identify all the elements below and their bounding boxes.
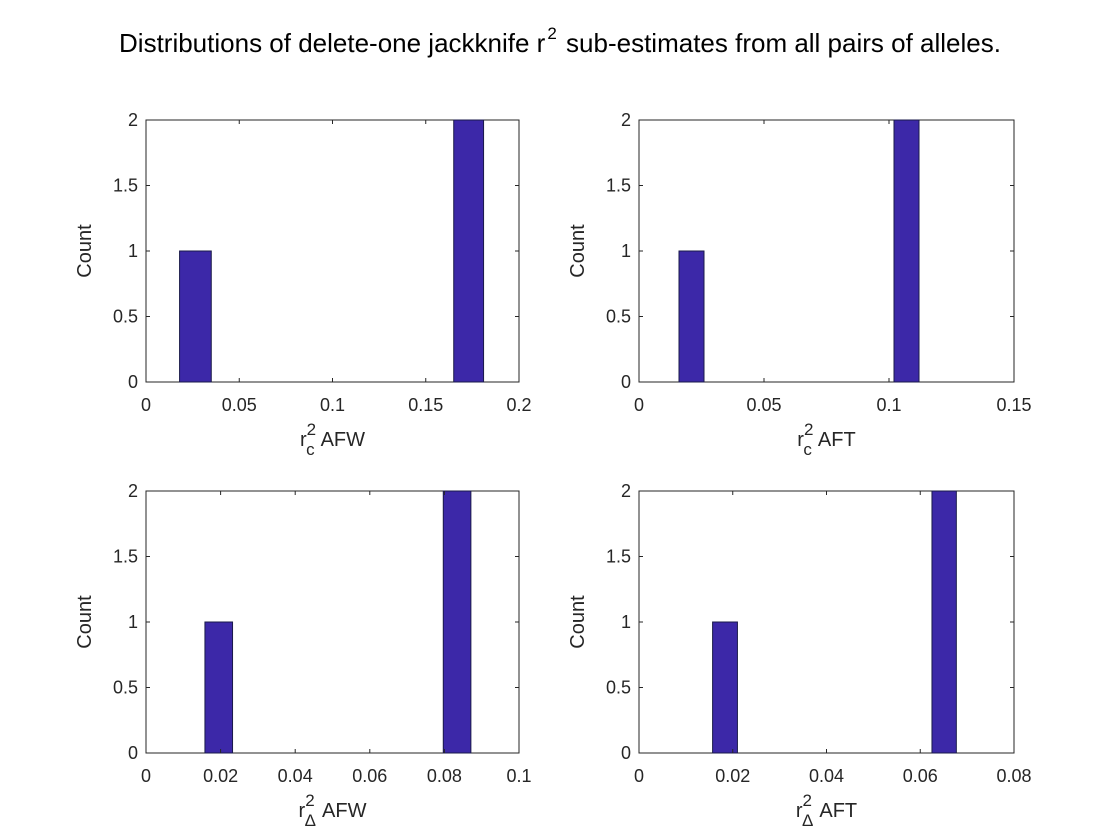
x-axis-label-superscript: 2 xyxy=(803,791,812,810)
x-axis-label: r2 Δ AFT xyxy=(796,791,857,830)
y-tick-label: 1.5 xyxy=(606,176,631,196)
x-axis-label-base: r xyxy=(796,800,803,822)
x-tick-label: 0.1 xyxy=(320,395,345,415)
figure-title-rest: sub-estimates from all pairs of alleles. xyxy=(558,28,1001,58)
histogram-bar xyxy=(712,621,738,754)
y-tick-label: 2 xyxy=(621,110,631,130)
x-tick-label: 0.04 xyxy=(809,766,844,786)
histogram-bar xyxy=(204,621,234,754)
y-tick-label: 2 xyxy=(128,110,138,130)
y-tick-label: 0 xyxy=(621,372,631,392)
x-tick-label: 0 xyxy=(634,766,644,786)
x-tick-label: 0.02 xyxy=(715,766,750,786)
axes-box xyxy=(638,490,1015,754)
y-tick-label: 2 xyxy=(128,481,138,501)
x-tick-label: 0.1 xyxy=(506,766,531,786)
y-axis-label: Count xyxy=(74,595,96,649)
histogram-bar xyxy=(678,250,705,383)
x-axis-label-subscript: Δ xyxy=(802,811,813,830)
x-tick-label: 0.15 xyxy=(408,395,443,415)
histogram-bar xyxy=(893,119,920,383)
figure-title-superscript: 2 xyxy=(547,24,557,43)
x-axis-label-subscript: Δ xyxy=(305,811,316,830)
figure-title-main: Distributions of delete-one jackknife r xyxy=(119,28,546,58)
x-tick-label: 0.1 xyxy=(876,395,901,415)
y-tick-label: 0 xyxy=(621,743,631,763)
x-axis-label-superscript: 2 xyxy=(305,791,314,810)
y-axis-label: Count xyxy=(74,224,96,278)
y-tick-label: 1.5 xyxy=(113,176,138,196)
x-axis-label-base: r xyxy=(300,429,307,451)
x-tick-label: 0.15 xyxy=(996,395,1031,415)
x-axis-label-subscript: c xyxy=(803,440,812,459)
x-axis-label: r2 c AFT xyxy=(797,420,855,459)
y-tick-label: 0 xyxy=(128,372,138,392)
y-tick-label: 2 xyxy=(621,481,631,501)
x-axis-label-text: AFT xyxy=(818,429,856,451)
y-tick-label: 1.5 xyxy=(606,547,631,567)
x-axis-label-text: AFW xyxy=(322,800,367,822)
x-axis-label: r2 c AFW xyxy=(300,420,365,459)
x-tick-label: 0 xyxy=(141,395,151,415)
x-tick-label: 0.08 xyxy=(996,766,1031,786)
x-axis-label-superscript: 2 xyxy=(307,420,316,439)
y-axis-label: Count xyxy=(567,595,589,649)
histogram-bar xyxy=(179,250,212,383)
y-tick-label: 1 xyxy=(128,241,138,261)
y-tick-label: 1 xyxy=(621,612,631,632)
y-tick-label: 0.5 xyxy=(113,307,138,327)
x-axis-label-text: AFW xyxy=(321,429,366,451)
x-axis-label: r2 Δ AFW xyxy=(299,791,367,830)
y-tick-label: 0.5 xyxy=(113,678,138,698)
x-tick-label: 0.05 xyxy=(222,395,257,415)
x-axis-label-superscript: 2 xyxy=(804,420,813,439)
x-tick-label: 0.06 xyxy=(903,766,938,786)
x-tick-label: 0.02 xyxy=(203,766,238,786)
x-tick-label: 0 xyxy=(634,395,644,415)
x-tick-label: 0.05 xyxy=(746,395,781,415)
y-tick-label: 0.5 xyxy=(606,678,631,698)
x-tick-label: 0.08 xyxy=(427,766,462,786)
x-axis-label-subscript: c xyxy=(306,440,315,459)
y-tick-label: 0 xyxy=(128,743,138,763)
x-tick-label: 0.04 xyxy=(278,766,313,786)
histogram-bar xyxy=(453,119,485,383)
x-tick-label: 0.06 xyxy=(352,766,387,786)
y-tick-label: 1 xyxy=(128,612,138,632)
y-tick-label: 1 xyxy=(621,241,631,261)
x-tick-label: 0.2 xyxy=(506,395,531,415)
y-axis-label: Count xyxy=(567,224,589,278)
x-axis-label-text: AFT xyxy=(819,800,857,822)
histogram-bar xyxy=(442,490,472,754)
x-axis-label-base: r xyxy=(299,800,306,822)
y-tick-label: 1.5 xyxy=(113,547,138,567)
y-tick-label: 0.5 xyxy=(606,307,631,327)
x-tick-label: 0 xyxy=(141,766,151,786)
x-axis-label-base: r xyxy=(797,429,804,451)
histogram-bar xyxy=(931,490,957,754)
